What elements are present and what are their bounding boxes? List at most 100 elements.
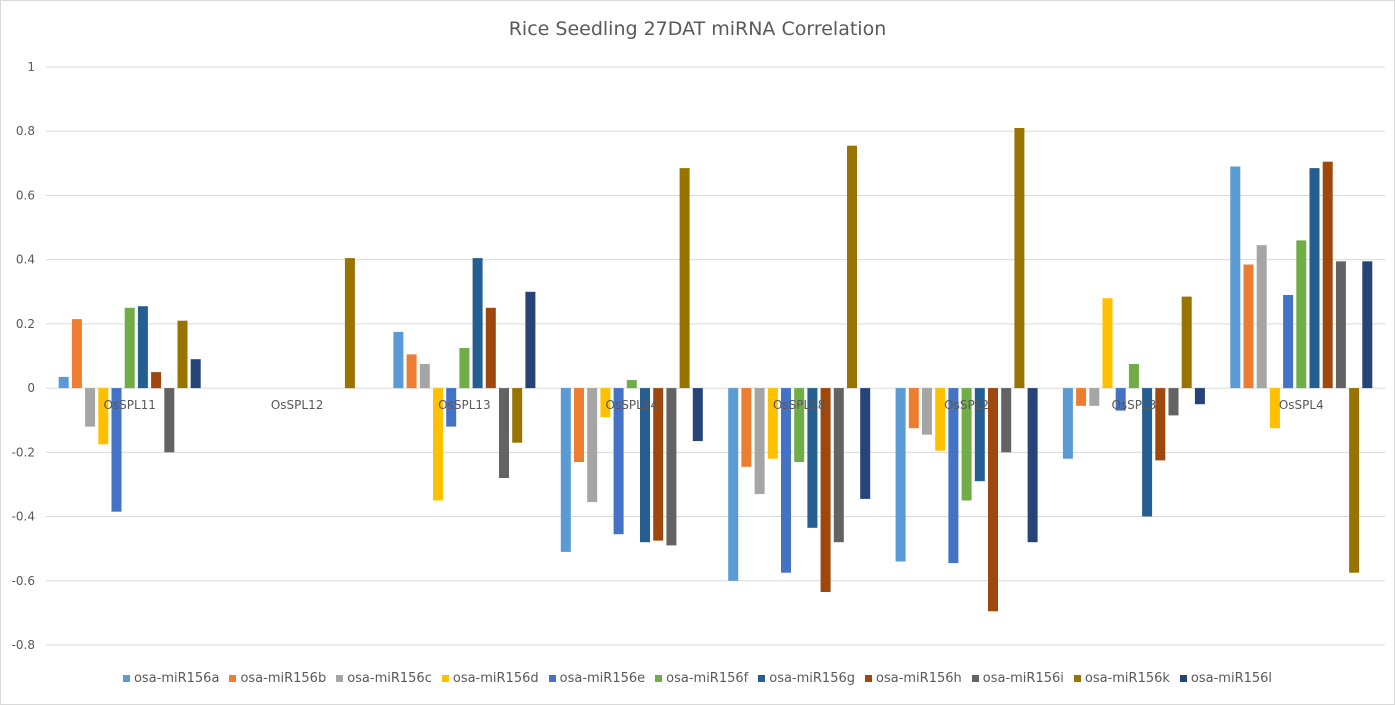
legend-label: osa-miR156c [347,671,432,686]
legend-label: osa-miR156l [1190,671,1273,686]
legend-label: osa-miR156b [240,671,327,686]
bar-osa-miR156d-OsSPL11 [98,388,109,445]
y-tick-label: 0.4 [16,253,35,267]
bar-osa-miR156a-OsSPL13 [393,331,404,389]
bar-osa-miR156h-OsSPL3 [1155,388,1166,461]
bar-osa-miR156e-OsSPL4 [1283,295,1294,389]
legend-label: osa-miR156h [876,671,962,686]
legend: osa-miR156a osa-miR156b osa-miR156c osa-miR… [0,671,1395,686]
bar-osa-miR156l-OsSPL13 [525,291,536,389]
bar-osa-miR156c-OsSPL11 [85,388,96,427]
legend-swatch [971,675,979,682]
bar-osa-miR156a-OsSPL18 [728,388,739,581]
bar-osa-miR156g-OsSPL4 [1309,168,1320,389]
legend-label: osa-miR156k [1084,671,1170,686]
bar-osa-miR156c-OsSPL13 [419,364,430,389]
bar-osa-miR156h-OsSPL14 [653,388,664,541]
legend-label: osa-miR156a [133,671,220,686]
bar-osa-miR156a-OsSPL3 [1062,388,1073,459]
legend-swatch [441,675,449,682]
bar-osa-miR156l-OsSPL2 [1027,388,1038,543]
category-label: OsSPL18 [773,398,826,412]
bar-osa-miR156d-OsSPL2 [935,388,946,451]
bar-osa-miR156c-OsSPL18 [754,388,765,495]
bar-osa-miR156e-OsSPL3 [1115,388,1126,411]
y-tick-label: -0.2 [12,445,35,459]
bar-osa-miR156i-OsSPL18 [833,388,844,543]
bar-osa-miR156h-OsSPL11 [151,372,162,389]
legend-item: osa-miR156d [441,671,539,686]
legend-item: osa-miR156b [229,671,326,686]
bar-osa-miR156k-OsSPL3 [1181,296,1192,389]
y-tick-label: 0.2 [16,317,35,331]
bar-osa-miR156d-OsSPL18 [767,388,778,459]
bar-osa-miR156d-OsSPL13 [433,388,443,501]
bar-osa-miR156k-OsSPL11 [177,320,188,389]
bar-osa-miR156a-OsSPL4 [1230,166,1241,389]
bars [58,128,1373,612]
legend-label: osa-miR156g [769,671,855,686]
bar-osa-miR156k-OsSPL4 [1349,388,1360,573]
y-tick-label: -0.8 [12,638,35,652]
bar-osa-miR156f-OsSPL3 [1128,364,1139,389]
bar-osa-miR156h-OsSPL4 [1322,161,1333,389]
legend-item: osa-miR156a [122,671,220,686]
bar-osa-miR156f-OsSPL4 [1296,240,1307,389]
bar-osa-miR156k-OsSPL2 [1014,128,1025,389]
bar-osa-miR156b-OsSPL14 [574,388,584,462]
legend-item: osa-miR156f [655,671,748,686]
legend-label: osa-miR156f [666,671,749,686]
bar-osa-miR156g-OsSPL13 [472,258,483,389]
bar-osa-miR156b-OsSPL3 [1076,388,1087,406]
bar-osa-miR156g-OsSPL18 [807,388,818,528]
bar-osa-miR156l-OsSPL18 [860,388,871,499]
bar-osa-miR156e-OsSPL2 [948,388,959,564]
bar-osa-miR156g-OsSPL11 [137,306,148,389]
bar-osa-miR156k-OsSPL13 [512,388,523,443]
category-label: OsSPL14 [606,398,659,412]
bar-osa-miR156a-OsSPL2 [895,388,906,562]
bar-osa-miR156e-OsSPL13 [446,388,457,427]
legend-swatch [548,675,556,682]
legend-item: osa-miR156g [758,671,855,686]
bar-osa-miR156b-OsSPL11 [71,319,82,389]
legend-swatch [1073,675,1081,682]
bar-osa-miR156d-OsSPL4 [1269,388,1280,429]
legend-swatch [229,675,237,682]
bar-osa-miR156h-OsSPL18 [820,388,831,592]
bar-osa-miR156b-OsSPL13 [406,354,417,389]
bar-osa-miR156f-OsSPL18 [794,388,805,462]
bar-osa-miR156l-OsSPL11 [190,359,201,389]
legend-label: osa-miR156i [982,671,1064,686]
category-label: OsSPL13 [438,398,491,412]
bar-osa-miR156g-OsSPL14 [640,388,650,543]
y-tick-label: 0 [27,381,35,395]
legend-item: osa-miR156k [1073,671,1170,686]
bar-osa-miR156f-OsSPL11 [124,307,135,389]
bar-osa-miR156d-OsSPL14 [600,388,611,417]
y-tick-label: 0.6 [16,188,35,202]
legend-swatch [122,675,130,682]
bar-osa-miR156a-OsSPL11 [58,376,69,389]
bar-osa-miR156i-OsSPL14 [666,388,677,546]
bar-osa-miR156c-OsSPL2 [922,388,932,435]
category-label: OsSPL2 [944,398,989,412]
bar-osa-miR156c-OsSPL14 [587,388,598,503]
bar-osa-miR156c-OsSPL3 [1089,388,1100,406]
y-tick-label: -0.6 [12,574,35,588]
bar-osa-miR156i-OsSPL11 [164,388,175,453]
bar-osa-miR156i-OsSPL4 [1335,261,1346,389]
bar-osa-miR156d-OsSPL3 [1102,298,1113,389]
category-label: OsSPL12 [271,398,324,412]
bar-osa-miR156e-OsSPL18 [781,388,791,573]
bar-osa-miR156c-OsSPL4 [1256,245,1267,389]
bar-osa-miR156b-OsSPL2 [908,388,919,429]
bar-osa-miR156f-OsSPL2 [961,388,972,501]
bar-osa-miR156b-OsSPL4 [1243,264,1254,389]
bar-osa-miR156k-OsSPL18 [847,145,857,389]
bar-osa-miR156f-OsSPL13 [459,348,470,389]
bar-osa-miR156l-OsSPL14 [692,388,703,442]
bar-osa-miR156i-OsSPL13 [499,388,509,478]
y-tick-label: 1 [27,60,35,74]
